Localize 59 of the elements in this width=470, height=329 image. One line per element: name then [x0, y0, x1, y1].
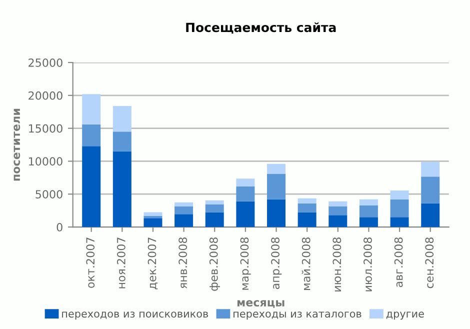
x-tick-label: фев.2008	[209, 237, 220, 291]
x-tick-label: ноя.2007	[116, 238, 126, 288]
x-tick-label: июл.2008	[364, 237, 372, 292]
chart-title: Посещаемость сайта	[186, 22, 336, 34]
x-tick-label: дек.2007	[148, 238, 158, 290]
x-tick-label: авг.2008	[394, 237, 403, 288]
bar	[205, 200, 224, 204]
x-tick-label: мар.2008	[240, 237, 251, 290]
y-tick-label: 0	[56, 222, 62, 232]
bar	[359, 205, 378, 218]
bar	[328, 201, 348, 206]
bar	[390, 190, 409, 200]
x-tick-label: сен.2008	[425, 237, 434, 288]
bar	[390, 199, 409, 218]
bar	[421, 162, 440, 177]
bar	[82, 94, 101, 124]
x-tick-label: янв.2008	[178, 237, 188, 288]
y-tick-label: 10000	[29, 157, 62, 166]
x-tick-label: июн.2008	[332, 237, 342, 292]
x-tick-label: май.2008	[302, 237, 310, 290]
bar	[205, 212, 224, 228]
bar	[267, 199, 286, 228]
bar	[421, 176, 440, 204]
bar	[267, 164, 286, 174]
bar	[236, 178, 255, 187]
bar	[112, 132, 132, 152]
bar	[298, 212, 316, 228]
bar	[82, 146, 101, 228]
legend-label: другие	[386, 312, 424, 320]
bar	[328, 206, 348, 216]
bar	[359, 217, 378, 228]
x-axis-title: месяцы	[237, 300, 284, 308]
bar	[236, 186, 255, 202]
legend-label: переходов из поисковиков	[62, 312, 208, 320]
bar	[82, 124, 101, 146]
bar	[236, 201, 255, 228]
bar	[144, 212, 162, 216]
y-tick-label: 15000	[29, 124, 62, 133]
y-tick-label: 20000	[28, 91, 62, 100]
bar	[174, 206, 194, 214]
bar	[174, 214, 194, 228]
bar	[328, 215, 348, 228]
x-tick-label: окт.2007	[86, 238, 95, 288]
bar	[298, 198, 316, 204]
bar	[112, 151, 132, 228]
bar	[359, 199, 378, 206]
y-tick-label: 5000	[36, 190, 62, 198]
bar	[174, 202, 194, 206]
bar	[390, 217, 409, 228]
bar	[298, 203, 316, 212]
bar	[144, 218, 162, 228]
bar	[421, 203, 440, 228]
bar	[267, 174, 286, 200]
bar	[205, 204, 224, 212]
bar	[112, 106, 132, 132]
y-tick-label: 25000	[28, 58, 62, 67]
legend-label: переходы из каталогов	[234, 312, 362, 320]
y-axis-title: посетители	[14, 108, 20, 181]
x-tick-label: апр.2008	[271, 237, 282, 289]
